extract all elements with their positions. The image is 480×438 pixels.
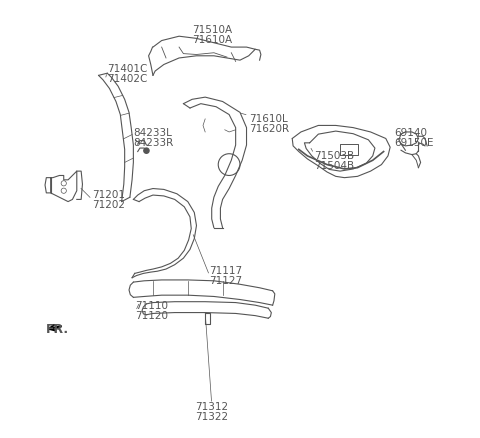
Text: 69150E: 69150E — [395, 138, 434, 148]
Text: 71510A: 71510A — [192, 25, 232, 35]
Text: 71127: 71127 — [210, 276, 243, 286]
Text: 71401C: 71401C — [107, 64, 148, 74]
Text: 71202: 71202 — [92, 200, 125, 210]
Text: 71120: 71120 — [135, 311, 168, 321]
Text: 71201: 71201 — [92, 190, 125, 200]
Text: 71117: 71117 — [210, 266, 243, 276]
Text: 71110: 71110 — [135, 301, 168, 311]
Text: 71322: 71322 — [195, 412, 228, 422]
Text: 71503B: 71503B — [314, 151, 354, 161]
Circle shape — [144, 148, 149, 153]
Text: 84233L: 84233L — [133, 128, 172, 138]
Text: FR.: FR. — [47, 324, 70, 336]
Text: 71610L: 71610L — [249, 114, 288, 124]
Text: 84233R: 84233R — [133, 138, 174, 148]
Text: 69140: 69140 — [395, 128, 428, 138]
Text: 71610A: 71610A — [192, 35, 232, 45]
Text: 71620R: 71620R — [249, 124, 289, 134]
Text: 71312: 71312 — [195, 402, 228, 412]
Text: 71504B: 71504B — [314, 161, 354, 171]
Text: 71402C: 71402C — [107, 74, 148, 84]
